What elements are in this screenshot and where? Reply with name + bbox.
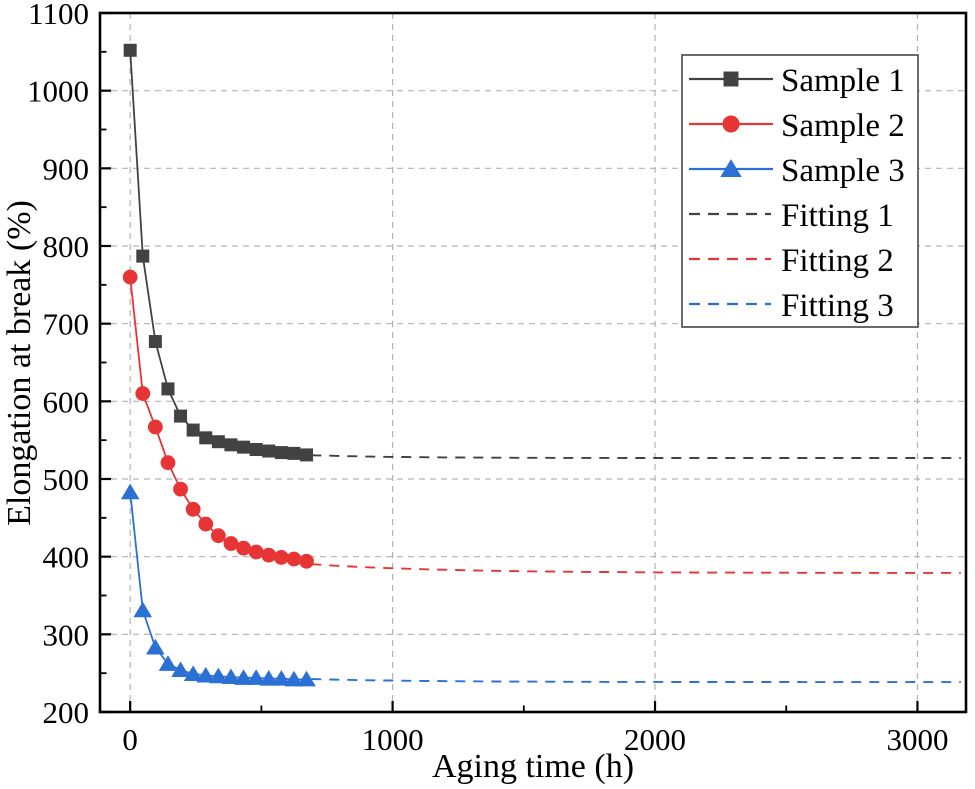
triangle-marker — [720, 159, 742, 178]
legend-item-fitting-1: Fitting 1 — [689, 198, 894, 234]
square-marker — [199, 431, 213, 445]
triangle-marker — [234, 669, 253, 685]
legend-item-fitting-2: Fitting 2 — [689, 243, 894, 279]
series-fitting-1 — [311, 454, 961, 459]
y-tick-label: 400 — [43, 540, 90, 575]
triangle-marker — [246, 669, 266, 685]
legend: Sample 1 Sample 2 Sample 3 Fitting 1 Fitting… — [681, 54, 919, 328]
legend-label: Fitting 1 — [781, 198, 894, 234]
square-marker — [300, 448, 314, 462]
triangle-marker — [146, 638, 165, 655]
legend-item-sample-3: Sample 3 — [689, 153, 905, 189]
triangle-marker — [183, 665, 203, 681]
circle-marker — [248, 544, 264, 560]
circle-marker — [135, 386, 151, 401]
square-marker — [174, 409, 188, 423]
y-tick-label: 900 — [43, 151, 90, 186]
square-marker — [262, 444, 276, 458]
series-fitting-2 — [311, 563, 961, 574]
triangle-marker — [221, 668, 241, 685]
triangle-marker — [158, 655, 178, 671]
x-tick-label: 3000 — [886, 722, 948, 757]
circle-marker — [210, 528, 226, 544]
square-marker — [237, 440, 251, 454]
series-sample-2 — [122, 269, 314, 569]
y-tick-label: 200 — [43, 695, 90, 730]
axes-ticks: 200 300 400 500 600 700 800 900 1000 1100 0 1000 200… — [27, 0, 948, 757]
fitting-1-curve — [311, 454, 961, 459]
fitting-3-curve — [311, 678, 961, 684]
legend-box — [681, 54, 919, 328]
circle-marker — [160, 455, 176, 471]
legend-item-sample-1: Sample 1 — [689, 63, 905, 99]
y-tick-label: 700 — [43, 307, 90, 342]
square-marker — [224, 438, 238, 452]
circle-marker — [273, 550, 289, 565]
circle-marker — [236, 540, 251, 556]
fitting-2-curve — [311, 563, 961, 574]
circle-marker — [299, 553, 314, 569]
circle-marker — [722, 115, 740, 133]
square-marker — [723, 71, 739, 87]
legend-item-sample-2: Sample 2 — [689, 108, 905, 144]
square-marker — [123, 43, 137, 57]
square-marker — [186, 423, 200, 437]
y-tick-label: 500 — [43, 462, 90, 497]
x-tick-label: 2000 — [624, 722, 686, 757]
square-marker — [136, 249, 150, 263]
legend-label: Fitting 2 — [781, 243, 894, 279]
series-sample-1 — [123, 43, 314, 462]
circle-marker — [122, 269, 138, 285]
triangle-marker — [259, 670, 279, 686]
triangle-marker — [272, 670, 291, 686]
legend-label: Fitting 3 — [781, 288, 894, 324]
circle-marker — [198, 516, 214, 532]
legend-label: Sample 1 — [781, 63, 905, 99]
circle-marker — [185, 501, 201, 517]
square-marker — [161, 382, 175, 396]
triangle-marker — [196, 666, 216, 683]
circle-marker — [286, 551, 302, 567]
gridlines — [100, 13, 966, 712]
y-axis-title: Elongation at break (%) — [1, 200, 38, 526]
square-marker — [274, 446, 288, 460]
triangle-marker — [209, 667, 228, 684]
triangle-marker — [284, 670, 304, 687]
series-sample-3 — [120, 483, 316, 687]
triangle-marker — [171, 661, 190, 678]
y-tick-label: 1000 — [27, 74, 89, 109]
triangle-marker — [120, 483, 140, 500]
x-tick-label: 1000 — [362, 722, 424, 757]
x-axis-title: Aging time (h) — [431, 748, 635, 785]
y-tick-label: 300 — [43, 617, 90, 652]
circle-marker — [223, 536, 239, 551]
series-fitting-3 — [311, 678, 961, 684]
square-marker — [249, 442, 263, 456]
legend-label: Sample 3 — [781, 153, 905, 189]
triangle-marker — [297, 670, 316, 687]
y-tick-label: 1100 — [28, 0, 89, 31]
y-tick-label: 600 — [43, 384, 90, 419]
y-tick-label: 800 — [43, 229, 90, 264]
circle-marker — [261, 547, 277, 563]
square-marker — [211, 435, 225, 449]
circle-marker — [147, 419, 163, 435]
square-marker — [148, 335, 162, 349]
legend-label: Sample 2 — [781, 108, 905, 144]
x-tick-label: 0 — [122, 722, 138, 757]
legend-item-fitting-3: Fitting 3 — [689, 288, 894, 324]
circle-marker — [173, 481, 188, 497]
triangle-marker — [133, 601, 153, 618]
square-marker — [287, 446, 301, 460]
